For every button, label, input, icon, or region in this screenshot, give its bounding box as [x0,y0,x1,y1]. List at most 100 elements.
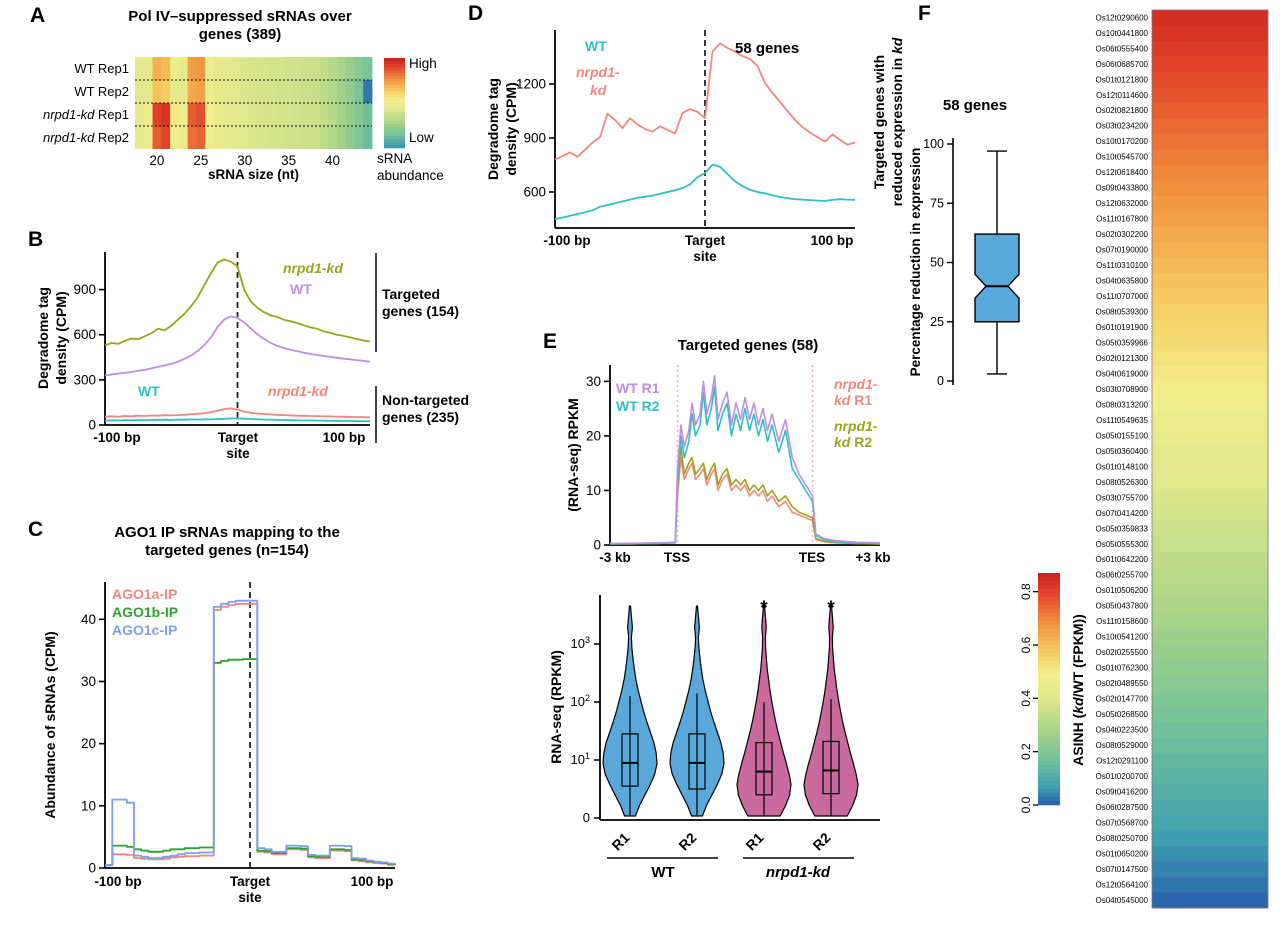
svg-text:Os07t0568700: Os07t0568700 [1096,818,1149,827]
panel-e-legend-kd-r1-line1: nrpd1- [834,376,878,392]
panel-e-violin-plot: 0 101 102 103 R1 R2 * R1 * R2 [571,595,880,859]
svg-text:Os01t0148100: Os01t0148100 [1096,462,1149,471]
svg-text:300: 300 [73,372,96,387]
svg-text:Os08t0526300: Os08t0526300 [1096,478,1149,487]
svg-text:Os06t0555400: Os06t0555400 [1096,44,1149,53]
svg-text:Os08t0313200: Os08t0313200 [1096,400,1149,409]
panel-b-xtick-target-site: Target site [217,430,259,461]
svg-text:40: 40 [81,612,96,627]
svg-text:Os05t0437800: Os05t0437800 [1096,602,1149,611]
svg-text:Os11t0707000: Os11t0707000 [1096,292,1148,301]
panel-e-group-wt-label: WT [651,864,675,881]
svg-text:600: 600 [73,327,96,342]
panel-c-xtick-target-site: Target site [229,874,271,905]
panel-b-y-axis-label: Degradome tag density (CPM) [34,253,70,423]
svg-text:WT Rep1: WT Rep1 [74,61,129,76]
svg-text:Os10t0170200: Os10t0170200 [1096,137,1149,146]
panel-b-xtick-left: -100 bp [93,430,141,445]
svg-text:30: 30 [586,374,601,389]
panel-a-title: Pol IV–suppressed sRNAs over genes (389) [128,8,352,43]
panel-e-metagene: 0 10 20 30 [586,365,881,553]
panel-e-legend-wt-r2: WT R2 [616,398,660,414]
svg-text:Os04t0619000: Os04t0619000 [1096,369,1149,378]
svg-text:Os04t0223500: Os04t0223500 [1096,726,1149,735]
svg-text:Os04t0545000: Os04t0545000 [1096,896,1149,905]
svg-text:0.4: 0.4 [1019,690,1033,707]
svg-text:Os02t0147700: Os02t0147700 [1096,695,1149,704]
panel-c-y-axis-label: Abundance of sRNAs (CPM) [42,631,58,819]
svg-text:Os11t0158600: Os11t0158600 [1096,617,1148,626]
panel-c-xtick-left: -100 bp [94,874,142,889]
series-nrpd1-kd R2 [609,446,881,545]
panel-e-metagene-title: Targeted genes (58) [677,337,819,354]
svg-text:25: 25 [930,315,944,329]
colorbar-low-label: Low [409,130,434,145]
svg-text:40: 40 [325,153,340,168]
svg-text:102: 102 [571,693,590,709]
svg-text:20: 20 [586,428,601,443]
svg-text:Os10t0545700: Os10t0545700 [1096,153,1149,162]
svg-text:Os12t0291100: Os12t0291100 [1096,757,1148,766]
series-AGO1c-IP [105,599,396,866]
panel-e-group-nrpd1kd-label: nrpd1-kd [765,864,831,881]
panel-e-xtick-minus3kb: -3 kb [599,550,631,565]
panel-e-legend-kd-r1-line2: kd R1 [834,392,873,408]
svg-text:20: 20 [81,736,96,751]
series-nrpd1-kd non-targeted [104,407,371,419]
svg-text:Os09t0416200: Os09t0416200 [1096,787,1149,796]
svg-text:Os04t0635800: Os04t0635800 [1096,277,1149,286]
svg-text:Os11t0310100: Os11t0310100 [1096,261,1148,270]
svg-text:Os05t0359833: Os05t0359833 [1096,524,1149,533]
series-WT targeted [104,315,371,377]
panel-d-xtick-right: 100 bp [810,233,854,248]
svg-text:35: 35 [281,153,296,168]
svg-text:Os01t0762300: Os01t0762300 [1096,664,1149,673]
panel-a-heatmap: WT Rep1 WT Rep2 nrpd1-kd Rep1 nrpd1-kd Rep2… [43,57,405,168]
series-nrpd1-kd targeted [104,258,371,347]
svg-text:101: 101 [571,751,590,767]
panel-c-xtick-right: 100 bp [350,874,394,889]
svg-text:Os01t0121800: Os01t0121800 [1096,75,1149,84]
svg-text:Os10t0441800: Os10t0441800 [1096,29,1149,38]
svg-text:Os11t0549635: Os11t0549635 [1096,416,1148,425]
svg-text:Os08t0250700: Os08t0250700 [1096,834,1149,843]
svg-text:0.0: 0.0 [1019,796,1033,813]
svg-text:20: 20 [149,153,164,168]
svg-text:50: 50 [930,256,944,270]
series-WT R2 [609,386,881,545]
panel-d-plot: 600 900 1200 [516,30,856,229]
panel-c-legend-ago1b: AGO1b-IP [112,604,179,620]
svg-text:0: 0 [88,861,96,876]
panel-d-legend-nrpd1kd-line1: nrpd1- [576,64,620,80]
panel-e-violin-y-axis-label: RNA-seq (RPKM) [548,650,564,764]
svg-text:Os05t0555300: Os05t0555300 [1096,540,1149,549]
panel-e-letter: E [543,330,558,353]
svg-text:Os02t0302200: Os02t0302200 [1096,230,1149,239]
svg-text:0.6: 0.6 [1019,636,1033,653]
panel-d-legend-wt: WT [585,38,607,54]
svg-text:103: 103 [571,635,590,651]
svg-text:0: 0 [88,418,96,433]
svg-text:Os02t0255500: Os02t0255500 [1096,648,1149,657]
panel-e-xtick-tss: TSS [663,550,691,565]
svg-text:Os12t0618400: Os12t0618400 [1096,168,1149,177]
panel-c-legend-ago1c: AGO1c-IP [112,622,178,638]
svg-text:30: 30 [237,153,252,168]
svg-text:*: * [760,598,768,619]
svg-text:R1: R1 [608,829,632,853]
panel-b-letter: B [28,228,44,251]
panel-f-colorscale-label: ASINH (kd/WT (FPKM)) [1070,614,1086,766]
svg-text:Os12t0290600: Os12t0290600 [1096,13,1149,22]
svg-text:900: 900 [73,282,96,297]
svg-text:1200: 1200 [516,77,546,92]
svg-text:Os09t0433800: Os09t0433800 [1096,184,1149,193]
svg-text:10: 10 [81,798,96,813]
panel-e-xtick-plus3kb: +3 kb [855,550,891,565]
panel-c-letter: C [28,518,44,541]
panel-e-metagene-y-axis-label: (RNA-seq) RPKM [565,398,581,512]
svg-text:Os12t0114600: Os12t0114600 [1096,91,1148,100]
panel-d-right-axis-label: Targeted genes with reduced expression i… [871,37,905,207]
panel-f-gene-heatmap: Os12t0290600 Os10t0441800 Os06t0555400 Os06… [1019,9,1269,909]
panel-b-xtick-right: 100 bp [322,430,366,445]
